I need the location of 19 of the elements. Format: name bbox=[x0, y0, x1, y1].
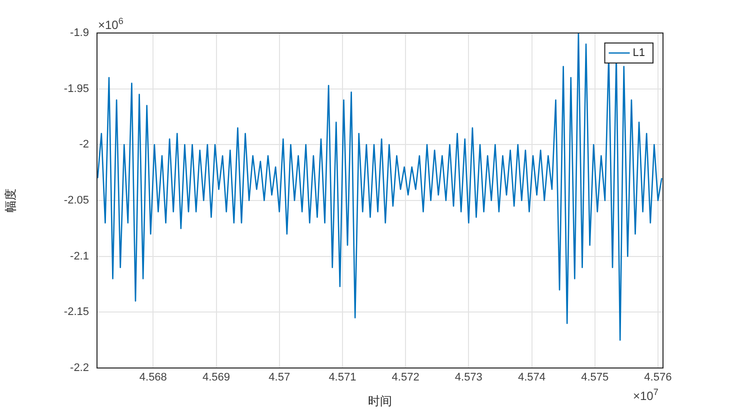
x-tick-label: 4.571 bbox=[328, 372, 356, 384]
x-tick-label: 4.575 bbox=[581, 372, 609, 384]
x-tick-label: 4.568 bbox=[139, 372, 167, 384]
y-tick-label: -1.95 bbox=[64, 82, 89, 95]
y-tick-label: -2.1 bbox=[70, 250, 89, 262]
y-tick-label: -2.2 bbox=[70, 362, 89, 374]
legend-label: L1 bbox=[632, 47, 646, 60]
x-tick-label: 4.574 bbox=[518, 372, 546, 384]
x-tick-label: 4.569 bbox=[202, 372, 230, 384]
x-axis-title: 时间 bbox=[368, 394, 392, 408]
x-tick-label: 4.576 bbox=[644, 372, 672, 384]
y-tick-label: -2.15 bbox=[64, 306, 89, 318]
x-tick-label: 4.572 bbox=[392, 372, 420, 384]
y-tick-label: -2 bbox=[79, 138, 89, 151]
y-tick-label: -2.05 bbox=[64, 194, 89, 207]
y-axis-title: 幅度 bbox=[4, 188, 18, 212]
x-tick-label: 4.57 bbox=[268, 372, 290, 384]
y-tick-label: -1.9 bbox=[70, 27, 89, 40]
x-tick-label: 4.573 bbox=[454, 372, 482, 384]
